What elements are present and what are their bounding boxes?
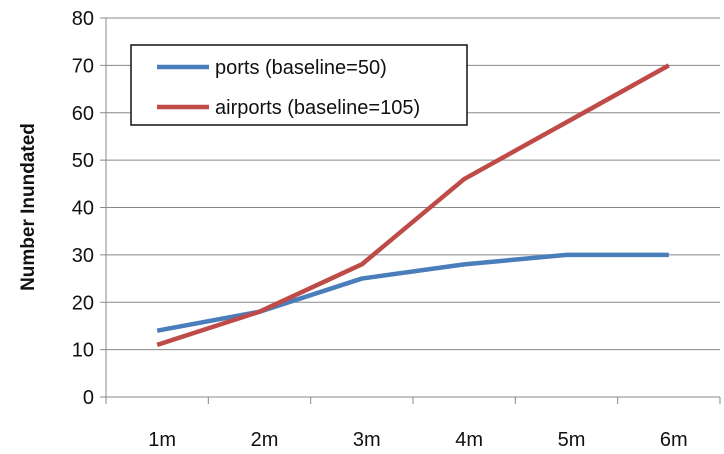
- y-tick-label: 20: [72, 292, 94, 314]
- y-tick-label: 30: [72, 245, 94, 267]
- series-line-0: [156, 252, 669, 333]
- legend-label-ports: ports (baseline=50): [215, 57, 387, 79]
- x-tick-label: 1m: [148, 429, 176, 451]
- y-tick-label: 60: [72, 103, 94, 125]
- x-tick-label: 2m: [251, 429, 279, 451]
- y-tick-labels: 0 10 20 30 40 50 60 70 80: [72, 8, 94, 409]
- x-tick-label: 3m: [353, 429, 381, 451]
- y-tick-label: 0: [83, 387, 94, 409]
- y-tick-label: 80: [72, 8, 94, 30]
- legend-label-airports: airports (baseline=105): [215, 97, 420, 119]
- y-tick-label: 70: [72, 55, 94, 77]
- y-tick-label: 10: [72, 340, 94, 362]
- x-tick-labels: 1m 2m 3m 4m 5m 6m: [148, 429, 687, 451]
- series-lines: [156, 63, 670, 348]
- legend-box: [130, 44, 468, 126]
- series-line-1: [156, 63, 670, 348]
- x-tick-label: 4m: [455, 429, 483, 451]
- axes: [100, 17, 721, 404]
- x-tick-label: 6m: [660, 429, 688, 451]
- y-axis-title: Number Inundated: [18, 123, 39, 291]
- y-tick-label: 40: [72, 198, 94, 220]
- x-tick-label: 5m: [558, 429, 586, 451]
- legend: ports (baseline=50) airports (baseline=1…: [130, 44, 468, 126]
- y-tick-label: 50: [72, 150, 94, 172]
